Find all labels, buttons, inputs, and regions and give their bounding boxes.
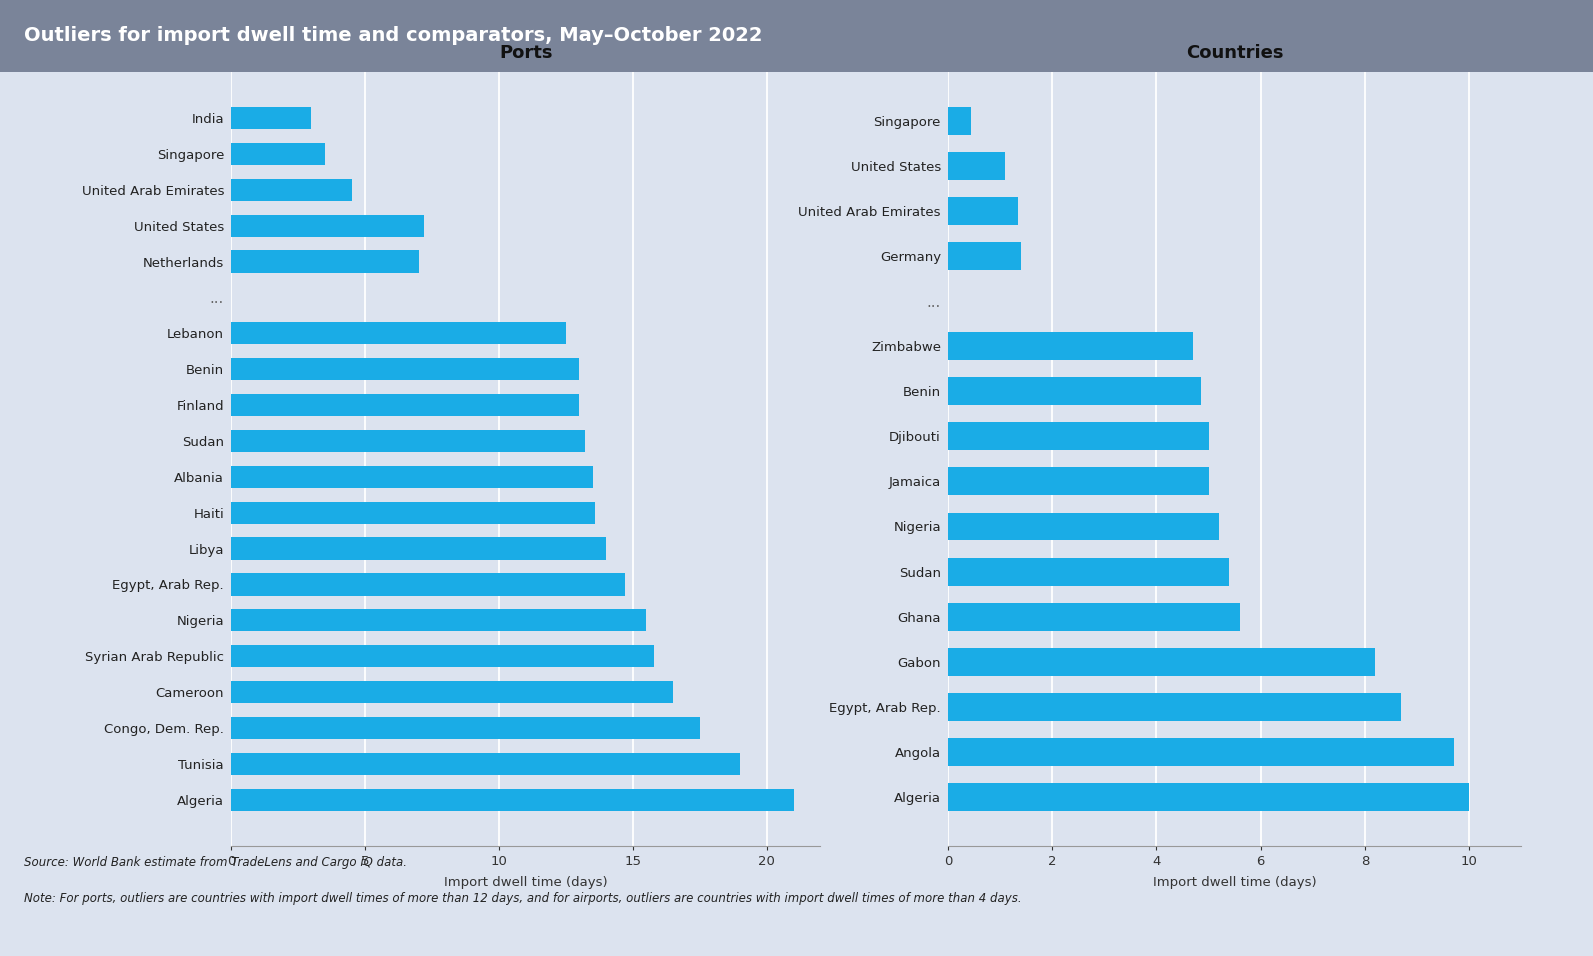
Bar xyxy=(231,502,596,524)
Text: Outliers for import dwell time and comparators, May–October 2022: Outliers for import dwell time and compa… xyxy=(24,27,763,45)
Bar xyxy=(231,574,624,596)
Title: Countries: Countries xyxy=(1185,44,1284,62)
Bar xyxy=(231,322,566,344)
Bar xyxy=(231,752,741,775)
Bar xyxy=(948,378,1201,405)
Bar xyxy=(231,179,352,201)
Bar xyxy=(231,645,655,667)
Bar xyxy=(231,142,325,165)
Bar xyxy=(948,152,1005,180)
Bar xyxy=(231,537,605,559)
Bar xyxy=(231,789,793,811)
Bar xyxy=(948,602,1239,631)
Bar xyxy=(948,197,1018,225)
Text: Note: For ports, outliers are countries with import dwell times of more than 12 : Note: For ports, outliers are countries … xyxy=(24,892,1021,905)
Bar xyxy=(948,783,1469,811)
Bar xyxy=(948,242,1021,270)
Bar xyxy=(231,466,593,488)
Bar xyxy=(948,107,972,135)
X-axis label: Import dwell time (days): Import dwell time (days) xyxy=(444,877,607,889)
Title: Ports: Ports xyxy=(499,44,553,62)
Bar xyxy=(231,394,580,416)
Bar xyxy=(231,250,419,272)
Bar xyxy=(231,681,672,704)
X-axis label: Import dwell time (days): Import dwell time (days) xyxy=(1153,877,1316,889)
Bar xyxy=(948,333,1193,360)
Bar xyxy=(231,717,699,739)
Bar xyxy=(231,107,311,129)
Bar xyxy=(948,467,1209,495)
Bar xyxy=(948,738,1453,766)
Bar xyxy=(231,430,585,452)
Bar xyxy=(231,358,580,380)
Text: Source: World Bank estimate from TradeLens and Cargo iQ data.: Source: World Bank estimate from TradeLe… xyxy=(24,856,406,869)
Bar xyxy=(231,214,424,237)
Bar xyxy=(948,648,1375,676)
Bar xyxy=(948,512,1219,540)
Bar xyxy=(948,693,1402,721)
Bar xyxy=(231,609,647,632)
Bar xyxy=(948,423,1209,450)
Bar xyxy=(948,557,1230,585)
